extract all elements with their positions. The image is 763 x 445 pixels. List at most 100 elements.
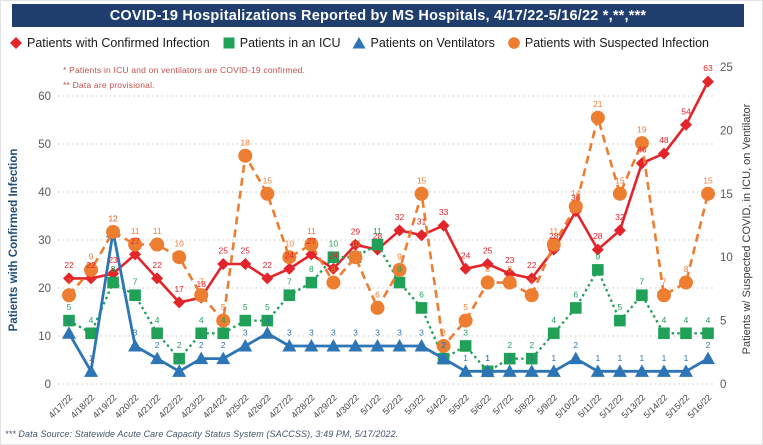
data-label: 8: [111, 264, 116, 274]
data-point-square: [173, 352, 185, 365]
data-source-footnote: *** Data Source: Statewide Acute Care Ca…: [5, 429, 399, 439]
data-point-circle: [370, 300, 385, 315]
data-label: 27: [307, 236, 317, 246]
data-point-square: [283, 289, 296, 302]
data-label: 11: [307, 226, 316, 236]
data-label: 36: [571, 193, 581, 203]
data-label: 8: [331, 264, 336, 274]
data-label: 1: [485, 353, 490, 363]
data-label: 18: [196, 279, 206, 289]
legend-label: Patients in an ICU: [239, 36, 341, 50]
right-axis-tick: 25: [720, 62, 733, 74]
data-label: 1: [89, 353, 94, 363]
right-axis-tick: 10: [720, 252, 733, 264]
x-axis-label: 5/3/22: [403, 392, 427, 416]
left-axis-tick: 60: [38, 91, 51, 103]
data-point-circle: [238, 148, 253, 163]
data-point-triangle: [260, 326, 275, 339]
data-label: 4: [662, 315, 667, 325]
data-label: 21: [593, 99, 603, 109]
data-label: 48: [659, 135, 669, 145]
data-label: 8: [397, 264, 402, 274]
data-point-diamond: [107, 267, 120, 280]
data-label: 4: [706, 315, 711, 325]
data-point-diamond: [613, 224, 626, 237]
data-point-circle: [282, 250, 297, 265]
data-point-square: [85, 327, 97, 340]
data-point-circle: [656, 288, 671, 303]
data-label: 1: [595, 353, 600, 363]
data-point-square: [702, 327, 714, 340]
left-axis-tick: 10: [38, 331, 51, 343]
data-point-triangle: [348, 338, 363, 352]
data-label: 8: [507, 264, 512, 274]
data-label: 54: [681, 106, 691, 116]
data-point-diamond: [459, 262, 472, 275]
data-point-triangle: [392, 338, 407, 352]
legend-item-diamond: Patients with Confirmed Infection: [9, 36, 210, 50]
data-point-triangle: [326, 338, 341, 352]
data-point-triangle: [238, 338, 253, 352]
data-point-square: [217, 327, 230, 340]
data-label: 8: [309, 264, 314, 274]
data-point-triangle: [524, 364, 539, 377]
data-label: 4: [684, 315, 689, 325]
data-label: 1: [177, 353, 182, 363]
data-label: 5: [617, 302, 622, 312]
data-label: 25: [483, 246, 493, 256]
x-axis-label: 5/4/22: [425, 392, 449, 416]
data-point-circle: [634, 136, 649, 151]
data-label: 9: [397, 251, 402, 261]
data-point-diamond: [63, 272, 75, 285]
data-label: 2: [507, 340, 512, 350]
right-axis-tick: 15: [720, 189, 733, 201]
data-label: 11: [373, 226, 382, 236]
data-point-triangle: [701, 351, 715, 365]
data-label: 6: [573, 289, 578, 299]
data-label: 3: [353, 327, 358, 337]
data-label: 10: [285, 239, 295, 249]
data-label: 12: [108, 213, 118, 223]
data-point-square: [547, 327, 560, 340]
data-label: 4: [199, 315, 204, 325]
data-label: 4: [551, 315, 556, 325]
circle-marker-icon: [508, 37, 520, 49]
x-axis-label: 5/10/22: [553, 392, 581, 420]
data-point-circle: [304, 237, 319, 252]
data-point-triangle: [304, 338, 319, 352]
data-label: 3: [287, 327, 292, 337]
data-label: 5: [463, 302, 468, 312]
data-label: 5: [221, 302, 226, 312]
data-point-square: [415, 302, 428, 314]
left-axis-title: Patients with Confirmed Infection: [8, 149, 20, 332]
data-label: 2: [529, 340, 534, 350]
data-point-circle: [260, 186, 275, 201]
data-point-diamond: [261, 272, 274, 285]
data-point-square: [371, 238, 384, 251]
data-label: 7: [529, 277, 534, 287]
data-point-circle: [414, 186, 429, 201]
data-label: 5: [243, 302, 248, 312]
diamond-marker-icon: [10, 37, 22, 49]
legend-label: Patients with Suspected Infection: [524, 36, 710, 50]
data-label: 10: [174, 239, 184, 249]
data-label: 4: [89, 315, 94, 325]
data-label: 5: [265, 302, 270, 312]
data-label: 9: [89, 251, 94, 261]
data-label: 29: [351, 226, 361, 236]
data-label: 22: [86, 260, 96, 270]
data-label: 18: [241, 137, 251, 147]
data-label: 1: [507, 353, 512, 363]
left-axis-tick: 40: [38, 187, 51, 199]
data-point-diamond: [217, 258, 230, 270]
data-label: 19: [637, 125, 647, 135]
data-point-square: [261, 314, 274, 327]
data-label: 6: [419, 289, 424, 299]
data-label: 5: [67, 302, 72, 312]
data-label: 2: [155, 340, 160, 350]
data-label: 2: [706, 340, 711, 350]
data-point-square: [305, 276, 318, 289]
series-line-square: [68, 242, 708, 373]
data-point-square: [658, 327, 670, 340]
